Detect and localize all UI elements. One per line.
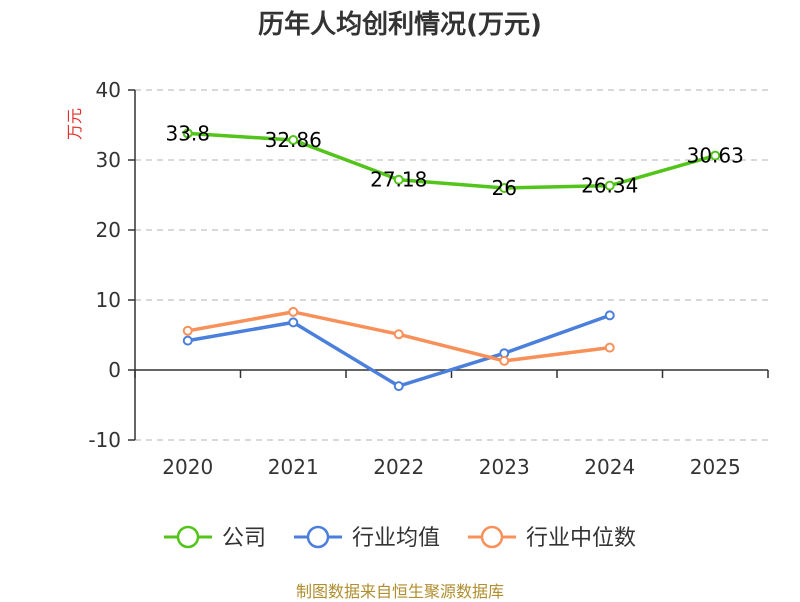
data-point[interactable] [604, 342, 615, 353]
data-label: 32.86 [265, 128, 322, 152]
x-tick-label: 2020 [162, 455, 213, 479]
data-label: 33.8 [165, 121, 210, 145]
data-point[interactable] [499, 183, 510, 193]
y-tick-label: 20 [96, 218, 121, 242]
data-point[interactable] [393, 329, 404, 340]
legend-swatch-marker [176, 525, 200, 549]
y-axis-unit: 万元 [65, 108, 84, 140]
x-tick-label: 2021 [268, 455, 319, 479]
data-point[interactable] [182, 335, 193, 346]
legend-item-2[interactable]: 行业中位数 [468, 525, 636, 551]
x-tick-label: 2024 [584, 455, 635, 479]
x-tick-label: 2022 [373, 455, 424, 479]
legend-label: 行业均值 [352, 526, 440, 551]
series [182, 128, 721, 392]
data-point[interactable] [393, 174, 404, 185]
chart-title: 历年人均创利情况(万元) [258, 10, 542, 40]
data-label: 30.63 [687, 144, 744, 168]
data-label: 26 [492, 176, 517, 200]
y-tick-label: 40 [96, 78, 121, 102]
data-label: 27.18 [370, 168, 427, 192]
y-tick-label: 10 [96, 288, 121, 312]
data-point[interactable] [182, 128, 193, 139]
legend-item-0[interactable]: 公司 [164, 525, 266, 551]
data-point[interactable] [288, 317, 299, 328]
grid-lines [135, 89, 768, 441]
series-line-0 [187, 131, 716, 190]
data-point[interactable] [288, 306, 299, 317]
data-labels: 33.8 32.86 27.18 26 26.34 30.63 [165, 121, 743, 200]
legend-label: 行业中位数 [526, 526, 636, 551]
legend-swatch-marker [306, 525, 330, 549]
y-tick-label: 0 [108, 358, 121, 382]
data-point[interactable] [182, 325, 193, 336]
series-line-1 [187, 313, 611, 388]
legend-item-1[interactable]: 行业均值 [294, 525, 440, 551]
axes: 40 30 20 10 0 -10 2020 2021 2022 2023 2024 2025 [88, 78, 769, 479]
legend[interactable]: 公司 行业均值 行业中位数 [164, 525, 636, 551]
x-tick-label: 2023 [479, 455, 530, 479]
data-point[interactable] [288, 134, 299, 145]
data-point[interactable] [499, 355, 510, 366]
legend-swatch-marker [480, 525, 504, 549]
legend-label: 公司 [222, 526, 266, 551]
data-point[interactable] [710, 150, 721, 161]
source-note: 制图数据来自恒生聚源数据库 [295, 582, 504, 601]
data-point[interactable] [393, 381, 404, 392]
data-point[interactable] [604, 310, 615, 321]
data-point[interactable] [604, 180, 615, 191]
y-tick-label: -10 [88, 428, 121, 452]
x-tick-label: 2025 [690, 455, 741, 479]
y-tick-label: 30 [96, 148, 121, 172]
data-label: 26.34 [581, 174, 638, 198]
